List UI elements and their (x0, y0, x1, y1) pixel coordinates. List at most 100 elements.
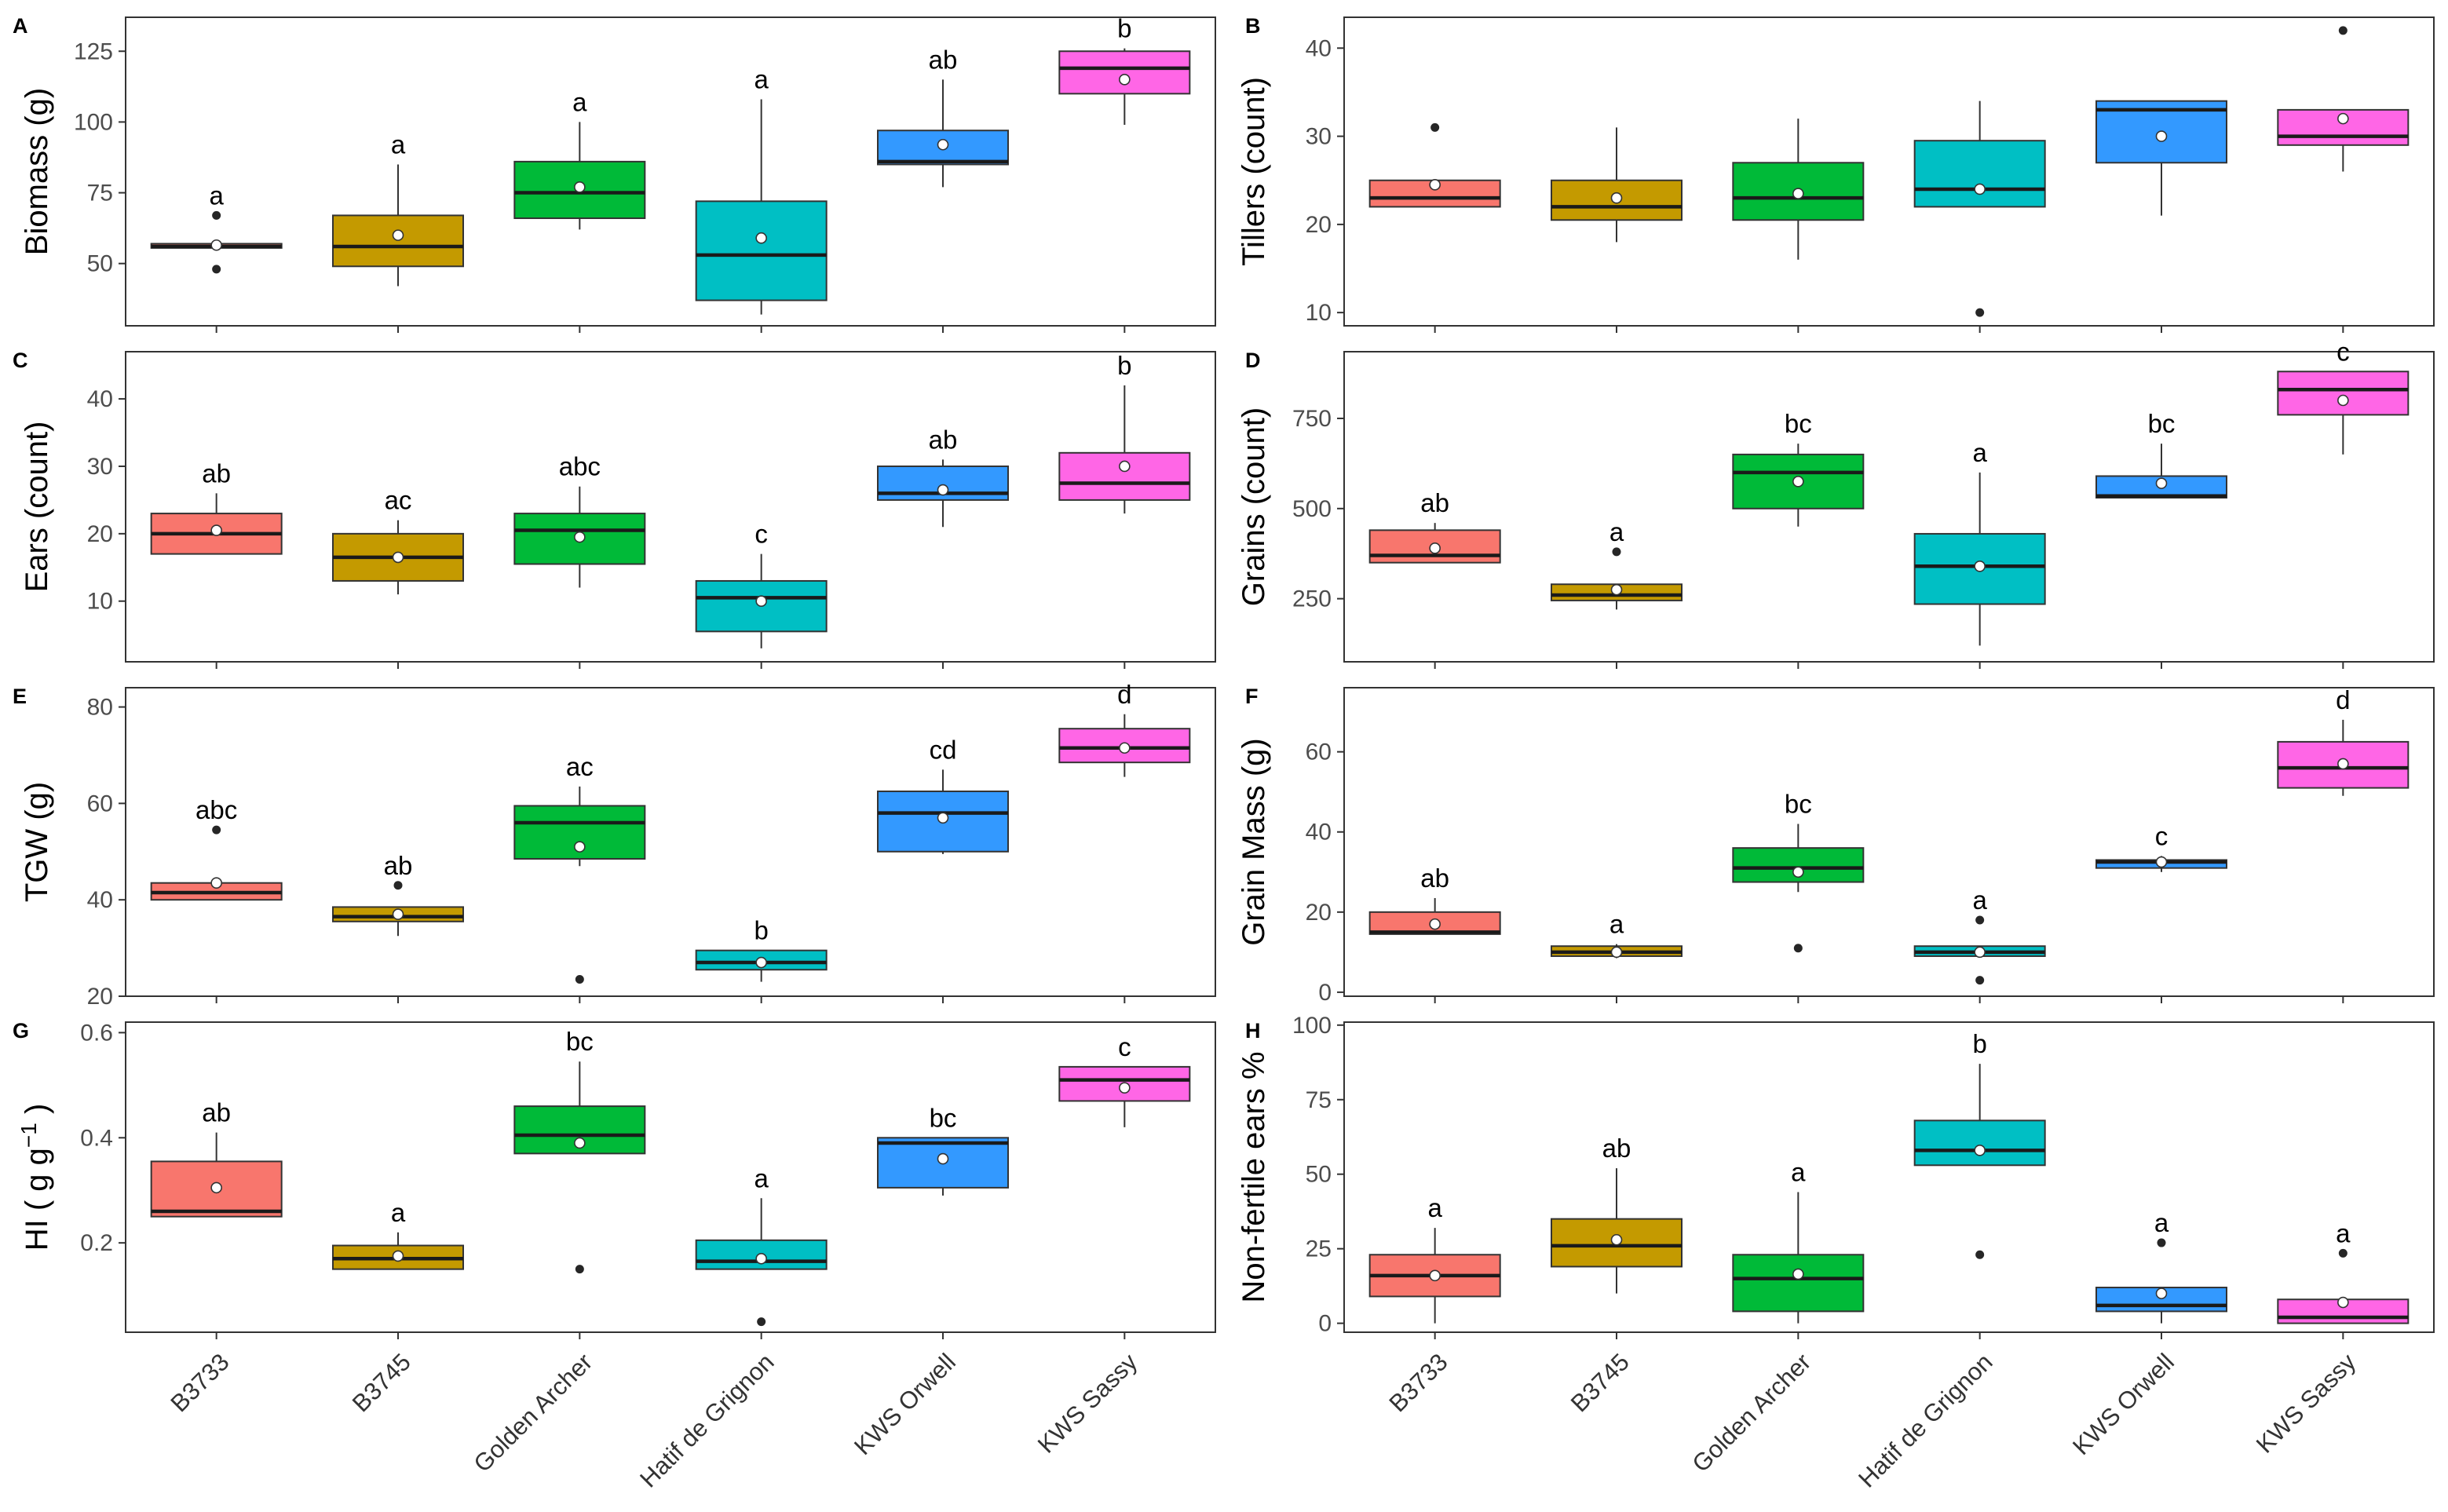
mean-point (1429, 179, 1441, 191)
panel-frame (1343, 687, 2435, 997)
outlier-point (212, 265, 221, 274)
significance-letter: a (1972, 438, 1987, 467)
box-hatif-de-grignon: b (695, 916, 828, 982)
significance-letter: a (2154, 1208, 2169, 1237)
outlier-point (1975, 976, 1985, 985)
significance-letter: ab (202, 1098, 231, 1127)
significance-letter: a (1972, 886, 1987, 915)
significance-letter: a (391, 130, 406, 159)
iqr-box (1058, 451, 1191, 501)
category-label: KWS Orwell (2067, 1348, 2179, 1460)
box-kws-orwell: a (2095, 1208, 2227, 1324)
mean-point (1119, 1082, 1131, 1094)
y-tick-label: 80 (87, 695, 113, 721)
y-tick-label: 50 (1306, 1162, 1332, 1188)
y-tick-label: 20 (1306, 212, 1332, 238)
outlier-point (393, 881, 403, 890)
mean-point (1974, 560, 1986, 572)
category-label: B3733 (165, 1348, 234, 1417)
significance-letter: a (1791, 1157, 1806, 1186)
box-kws-orwell: ab (877, 425, 1009, 528)
y-tick-label: 0 (1318, 1311, 1332, 1337)
mean-point (937, 1152, 949, 1165)
panel-label: B (1245, 14, 1261, 38)
category-label: KWS Sassy (1032, 1348, 1143, 1459)
box-b3745: a (332, 130, 464, 287)
y-tick-label: 100 (1292, 1013, 1332, 1039)
category-label: KWS Sassy (2251, 1348, 2362, 1459)
y-axis-label: Non-fertile ears % (1237, 1051, 1271, 1302)
mean-point (1610, 583, 1623, 596)
outlier-point (212, 825, 221, 835)
box-hatif-de-grignon: c (695, 520, 828, 648)
significance-letter: ab (1420, 864, 1449, 893)
y-tick-label: 40 (87, 386, 113, 412)
y-axis-label: Ears (count) (20, 422, 54, 593)
box-b3745: ac (332, 486, 464, 595)
box-kws-sassy: d (1058, 680, 1191, 777)
mean-point (1974, 183, 1986, 195)
mean-point (392, 908, 404, 920)
iqr-box (2277, 371, 2410, 416)
panel-f: F 0 20 40 60 Grain Mass (g) ab a bc a c d (1237, 685, 2435, 1006)
y-tick-label: 100 (74, 109, 113, 135)
box-golden-archer: abc (513, 452, 646, 588)
panel-label: D (1245, 349, 1261, 372)
panel-frame (1343, 1021, 2435, 1333)
mean-point (1429, 542, 1441, 554)
y-tick-label: 30 (87, 454, 113, 480)
significance-letter: c (2337, 337, 2350, 366)
mean-point (755, 595, 767, 608)
box-golden-archer: a (513, 87, 646, 230)
y-tick-label: 10 (1306, 300, 1332, 326)
panel-frame (125, 687, 1216, 997)
significance-letter: abc (559, 452, 601, 481)
box-hatif-de-grignon: a (695, 1163, 828, 1327)
significance-letter: a (572, 87, 587, 116)
significance-letter: bc (566, 1027, 594, 1056)
panel-e: E 20 40 60 80 TGW (g) abc ab ac b cd d (13, 680, 1216, 1010)
panel-a: A 50 75 100 125 Biomass (g) a a a a ab b (13, 14, 1216, 333)
box-golden-archer: bc (1732, 409, 1865, 527)
mean-point (2337, 758, 2349, 770)
panel-g: G 0.2 0.4 0.6 HI ( g g−1 ) ab a bc a bc c B3733 B374… (13, 1019, 1216, 1493)
iqr-box (1058, 1065, 1191, 1102)
box-golden-archer: bc (1732, 790, 1865, 953)
mean-point (574, 841, 586, 853)
significance-letter: a (209, 181, 224, 210)
panel-frame (125, 1021, 1216, 1333)
y-tick-label: 50 (87, 251, 113, 277)
category-label: B3733 (1383, 1348, 1452, 1417)
panel-frame (125, 16, 1216, 327)
significance-letter: b (754, 916, 768, 945)
iqr-box (695, 200, 828, 301)
significance-letter: ab (929, 425, 958, 454)
box-kws-orwell: bc (2095, 409, 2227, 499)
significance-letter: c (1118, 1032, 1131, 1061)
box-hatif-de-grignon (1913, 100, 2046, 317)
box-b3745: ab (1551, 1134, 1683, 1294)
category-label: Golden Archer (1686, 1348, 1816, 1477)
box-kws-orwell: ab (877, 45, 1009, 188)
box-b3745: a (332, 1198, 464, 1270)
y-axis-label: HI ( g g−1 ) (16, 1104, 54, 1251)
iqr-box (1732, 1254, 1865, 1313)
y-tick-label: 30 (1306, 124, 1332, 150)
box-b3733: ab (1368, 488, 1501, 564)
mean-point (1610, 1233, 1623, 1246)
outlier-point (1430, 122, 1440, 132)
iqr-box (1913, 140, 2046, 208)
y-tick-label: 25 (1306, 1236, 1332, 1262)
significance-letter: a (1609, 910, 1624, 939)
mean-point (1119, 460, 1131, 473)
box-kws-orwell (2095, 100, 2227, 216)
mean-point (755, 1252, 767, 1265)
outlier-point (1975, 915, 1985, 925)
box-golden-archer: a (1732, 1157, 1865, 1324)
box-golden-archer: bc (513, 1027, 646, 1274)
panel-label: H (1245, 1019, 1261, 1043)
category-label: B3745 (1566, 1348, 1635, 1417)
outlier-point (1793, 944, 1803, 953)
y-tick-label: 40 (1306, 35, 1332, 61)
